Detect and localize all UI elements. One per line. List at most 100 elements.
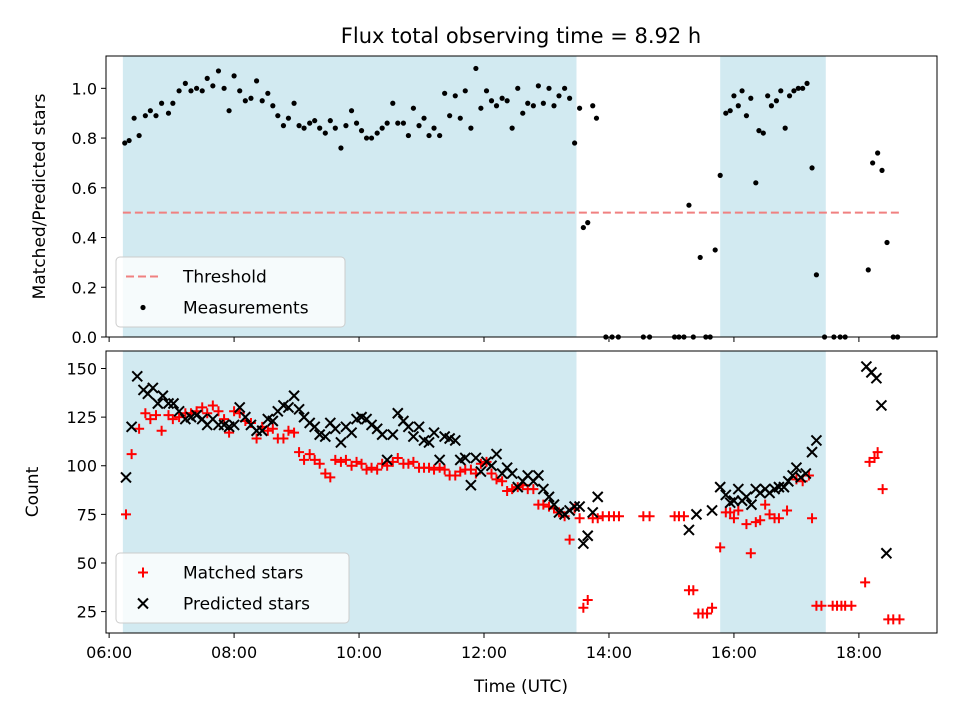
data-point	[182, 80, 188, 86]
data-point	[407, 430, 420, 443]
data-point	[773, 513, 784, 524]
data-point	[795, 85, 801, 91]
data-point	[304, 449, 315, 460]
data-point	[221, 85, 227, 91]
data-point	[478, 105, 484, 111]
data-point	[768, 103, 775, 109]
data-point	[239, 411, 252, 423]
data-point	[283, 425, 294, 436]
data-point	[717, 172, 723, 178]
data-point	[778, 481, 790, 493]
legend-label: Measurements	[183, 299, 309, 319]
data-point	[577, 537, 590, 550]
legend-box	[115, 552, 350, 624]
data-point	[490, 448, 503, 460]
data-point	[804, 80, 810, 86]
data-point	[358, 128, 365, 134]
x-tick-label: 10:00	[336, 643, 382, 662]
legend-marker	[138, 567, 148, 578]
data-point	[457, 115, 463, 121]
axes-frame	[105, 350, 938, 634]
data-point	[884, 239, 890, 246]
x-tick-label: 06:00	[86, 643, 132, 662]
data-point	[125, 421, 138, 433]
data-point	[540, 100, 546, 106]
data-point	[860, 577, 871, 588]
data-point	[786, 469, 799, 482]
data-point	[485, 460, 498, 472]
data-point	[590, 103, 596, 109]
data-point	[613, 511, 624, 522]
data-point	[338, 145, 344, 151]
data-point	[395, 120, 401, 126]
data-point	[280, 123, 287, 129]
data-point	[504, 98, 510, 104]
data-point	[294, 447, 305, 458]
data-point	[361, 464, 372, 475]
legend-marker	[137, 597, 149, 610]
data-point	[706, 504, 718, 517]
data-point	[697, 254, 703, 261]
data-point	[270, 103, 276, 109]
data-point	[207, 400, 218, 411]
data-point	[755, 515, 766, 526]
data-point	[365, 419, 378, 431]
data-point	[314, 458, 325, 469]
data-point	[142, 113, 148, 119]
data-point	[486, 468, 497, 479]
data-point	[562, 85, 568, 91]
data-point	[439, 464, 450, 475]
data-point	[299, 454, 310, 465]
data-point	[424, 462, 435, 473]
legend: Matched stars Predicted stars	[115, 552, 350, 624]
data-point	[429, 464, 440, 475]
data-point	[330, 454, 341, 465]
data-point	[190, 409, 203, 421]
data-point	[291, 100, 297, 106]
data-point	[408, 456, 419, 467]
data-point	[449, 434, 461, 447]
data-point	[392, 452, 403, 463]
data-point	[875, 399, 888, 412]
data-point	[528, 484, 539, 495]
data-point	[167, 414, 178, 425]
data-point	[568, 500, 581, 513]
data-point	[147, 108, 153, 114]
data-point	[587, 506, 599, 519]
data-point	[574, 513, 585, 524]
data-point	[199, 88, 205, 94]
data-point	[525, 100, 531, 106]
data-point	[368, 135, 375, 141]
data-point	[345, 426, 358, 439]
data-point	[728, 495, 740, 507]
data-point	[259, 98, 265, 104]
data-point	[702, 608, 713, 619]
data-point	[686, 202, 692, 208]
data-point	[376, 428, 388, 441]
data-point	[400, 120, 407, 126]
data-point	[152, 397, 164, 410]
data-point	[791, 88, 797, 94]
data-point	[743, 113, 750, 119]
data-point	[312, 118, 318, 124]
data-point	[210, 83, 216, 89]
data-point	[593, 115, 600, 121]
data-point	[712, 247, 718, 253]
data-point	[870, 372, 883, 384]
data-point	[340, 454, 351, 465]
data-point	[879, 167, 885, 173]
data-point	[816, 600, 827, 611]
data-point	[580, 224, 586, 231]
data-point	[126, 137, 132, 144]
data-point	[193, 85, 200, 91]
data-point	[592, 513, 603, 524]
data-point	[253, 78, 260, 84]
data-point	[403, 458, 414, 469]
data-point	[426, 132, 432, 139]
data-point	[405, 132, 412, 139]
data-point	[470, 452, 482, 464]
data-point	[228, 419, 240, 431]
data-point	[173, 405, 185, 417]
data-point	[572, 140, 578, 146]
data-point	[153, 113, 159, 119]
